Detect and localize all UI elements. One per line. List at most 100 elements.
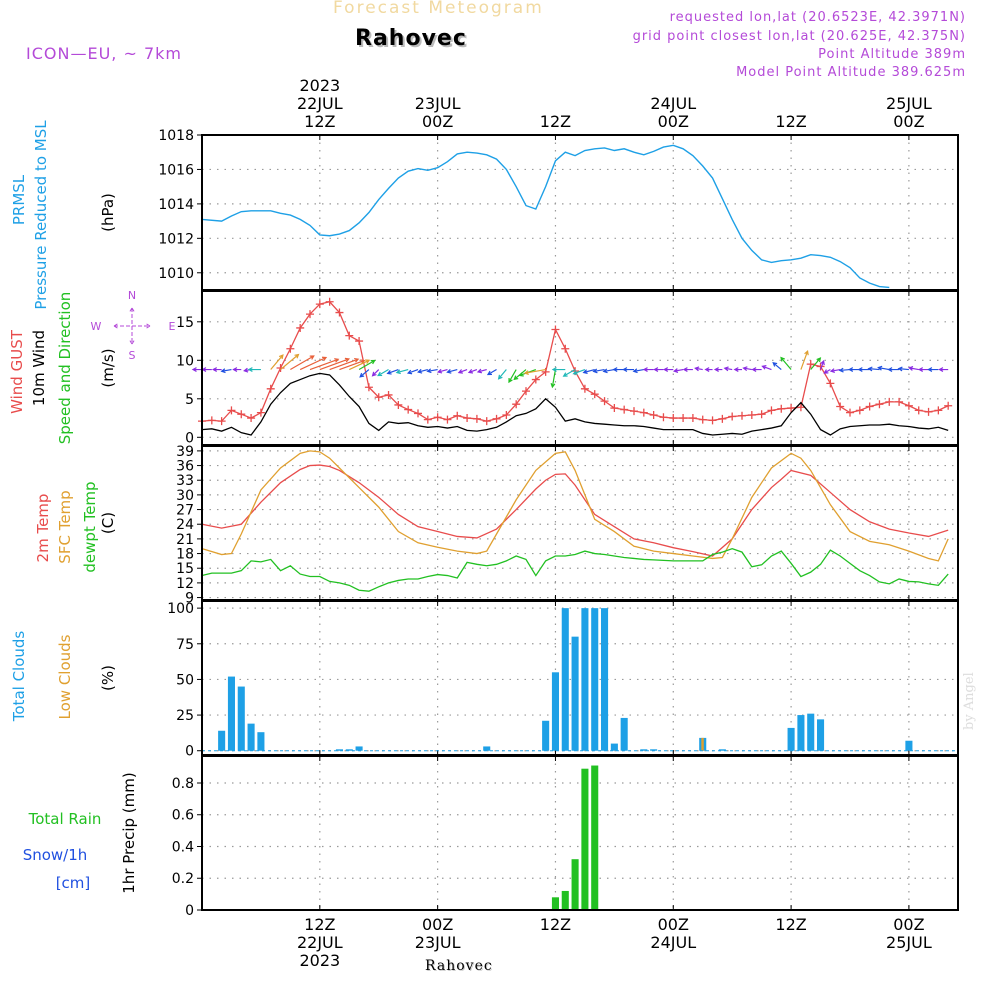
precip-ytick-label: 0.4	[172, 839, 194, 855]
total-clouds-bar	[247, 723, 255, 751]
wind-direction-arrow	[309, 358, 340, 371]
wind-gust-marker	[404, 405, 413, 414]
wind-gust-marker	[266, 384, 275, 393]
wind-gust-marker	[384, 390, 393, 399]
bottom-time-label: 12Z	[304, 915, 335, 934]
wind-direction-arrow	[523, 368, 546, 376]
wind-gust-marker	[688, 414, 697, 423]
wind-direction-arrow	[467, 368, 478, 374]
temperature-ytick-label: 33	[176, 473, 194, 489]
wind-direction-arrow	[622, 367, 634, 372]
temperature-ytick-label: 15	[176, 561, 194, 577]
wind-gust-marker	[630, 407, 638, 416]
compass-east: E	[169, 320, 176, 333]
wind-gust-marker	[217, 417, 226, 426]
temperature-ytick-label: 27	[176, 503, 194, 519]
low-clouds-label: Low Clouds	[56, 634, 74, 719]
temp-2m-label: 2m Temp	[34, 494, 52, 563]
total-clouds-bar	[345, 749, 353, 751]
clouds-ytick-label: 75	[176, 637, 194, 653]
wind-gust-marker	[914, 406, 923, 415]
wind-gust-marker	[286, 344, 295, 353]
2m-temp-line	[201, 464, 949, 557]
wind-direction-arrow	[497, 369, 507, 380]
wind-ytick-label: 5	[185, 392, 194, 408]
wind-gust-marker	[718, 414, 727, 423]
wind-direction-arrow	[319, 357, 351, 371]
total-clouds-bar	[551, 672, 559, 751]
point-altitude: Point Altitude 389m	[818, 47, 966, 62]
temp-dewpt-label: dewpt Temp	[81, 481, 99, 572]
clouds-ytick-label: 25	[176, 708, 194, 724]
wind-unit-label: (m/s)	[99, 348, 117, 387]
wind-direction-arrow	[908, 366, 919, 371]
wind-gust-marker	[276, 364, 285, 372]
wind-gust-marker	[237, 410, 246, 419]
wind-direction-arrow	[823, 369, 831, 374]
wind-ytick-label: 10	[176, 353, 194, 369]
wind-gust-marker	[728, 412, 737, 421]
total-clouds-bar	[601, 608, 609, 751]
total-clouds-bar	[797, 715, 805, 751]
wind-direction-arrow	[359, 369, 370, 378]
wind-gust-marker	[256, 408, 265, 417]
total-rain-bar	[571, 859, 579, 910]
top-time-label: 00Z	[893, 112, 924, 131]
top-date-label: 25JUL	[886, 94, 932, 113]
wind-gust-marker	[767, 406, 776, 415]
total-clouds-bar	[905, 740, 913, 751]
wind-gust-marker	[885, 397, 894, 406]
wind-gust-marker	[796, 403, 805, 412]
wind-direction-arrow	[938, 367, 949, 372]
wind-direction-arrow	[877, 365, 890, 371]
snow-label: Snow/1h	[23, 846, 88, 864]
speed-direction-label: Speed and Direction	[56, 292, 74, 445]
sfc-temp-line	[201, 450, 949, 562]
temperature-ytick-label: 21	[176, 532, 194, 548]
total-clouds-bar	[817, 719, 825, 751]
wind-gust-marker	[296, 323, 305, 332]
bottom-date-label: 25JUL	[886, 933, 932, 952]
wind-gust-label: Wind GUST	[8, 329, 26, 414]
wind-gust-marker	[482, 417, 491, 426]
wind-direction-arrow	[417, 368, 428, 374]
pressure-ytick-label: 1010	[158, 266, 194, 282]
wind-direction-arrow	[723, 366, 733, 372]
wind-direction-arrow	[887, 367, 900, 372]
precip-ytick-label: 0.2	[172, 871, 194, 887]
total-rain-bar	[551, 897, 559, 910]
wind-direction-arrow	[857, 367, 870, 372]
wind-direction-arrow	[358, 359, 376, 371]
low-clouds-bar	[701, 737, 704, 751]
clouds-ytick-label: 100	[167, 601, 194, 617]
total-clouds-bar	[355, 746, 363, 751]
wind-direction-arrow	[672, 368, 684, 373]
wind-gust-marker	[806, 360, 815, 369]
total-clouds-bar	[718, 749, 726, 751]
wind-gust-marker	[904, 401, 913, 410]
wind-direction-arrow	[897, 366, 909, 372]
wind-gust-marker	[708, 416, 717, 425]
wind-gust-marker	[315, 300, 324, 309]
wind-direction-arrow	[550, 369, 557, 389]
wind-gust-marker	[698, 415, 707, 424]
wind-direction-arrow	[386, 368, 399, 375]
wind-direction-arrow	[562, 369, 576, 377]
dewpt-temp-line	[201, 547, 949, 592]
total-clouds-bar	[257, 732, 265, 751]
wind-direction-arrow	[632, 368, 644, 374]
location-title: Rahovec	[355, 26, 467, 51]
total-clouds-bar	[483, 746, 491, 751]
wind-direction-arrow	[220, 368, 232, 374]
wind-direction-arrow	[446, 368, 458, 374]
wind-direction-arrow	[772, 361, 782, 370]
wind-direction-arrow	[339, 359, 366, 371]
precip-frame	[201, 755, 959, 911]
wind-panel	[113, 290, 959, 446]
pressure-ytick-label: 1012	[158, 231, 194, 247]
wind-gust-marker	[846, 408, 854, 417]
wind-gust-marker	[522, 387, 530, 396]
top-time-label: 00Z	[658, 112, 689, 131]
total-clouds-bar	[227, 676, 235, 751]
wind-gust-marker	[492, 414, 501, 423]
